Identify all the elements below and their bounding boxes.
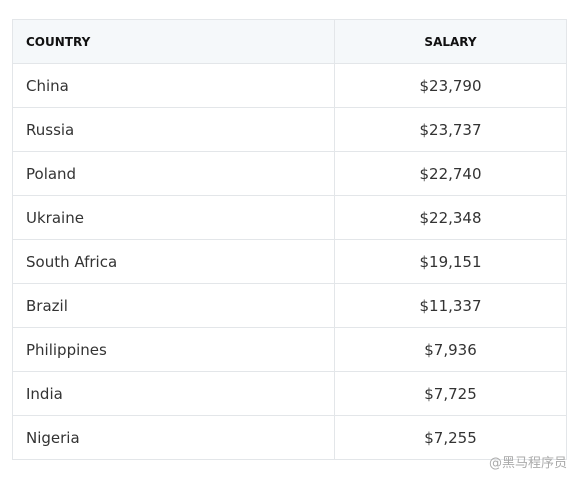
country-cell: Russia xyxy=(12,107,335,152)
country-cell: Brazil xyxy=(12,283,335,328)
table-row: Ukraine $22,348 xyxy=(12,195,567,240)
country-cell: Ukraine xyxy=(12,195,335,240)
country-cell: Nigeria xyxy=(12,415,335,460)
salary-cell: $7,255 xyxy=(334,415,567,460)
salary-cell: $19,151 xyxy=(334,239,567,284)
table-row: Nigeria $7,255 xyxy=(12,415,567,460)
salary-table: COUNTRY SALARY China $23,790 Russia $23,737… xyxy=(12,19,567,460)
table-body: China $23,790 Russia $23,737 Poland $22,740 Uk… xyxy=(12,63,567,460)
header-cell: COUNTRY xyxy=(12,19,335,64)
table-row: Poland $22,740 xyxy=(12,151,567,196)
salary-cell: $23,737 xyxy=(334,107,567,152)
header-cell: SALARY xyxy=(334,19,567,64)
table-row: South Africa $19,151 xyxy=(12,239,567,284)
watermark: @黑马程序员 xyxy=(488,456,567,471)
salary-cell: $23,790 xyxy=(334,63,567,108)
salary-cell: $11,337 xyxy=(334,283,567,328)
country-cell: Philippines xyxy=(12,327,335,372)
country-cell: Poland xyxy=(12,151,335,196)
salary-cell: $22,348 xyxy=(334,195,567,240)
table-header: COUNTRY SALARY xyxy=(12,19,567,64)
country-cell: South Africa xyxy=(12,239,335,284)
header-row: COUNTRY SALARY xyxy=(12,19,567,64)
table-row: India $7,725 xyxy=(12,371,567,416)
country-cell: India xyxy=(12,371,335,416)
salary-cell: $7,725 xyxy=(334,371,567,416)
table-row: Brazil $11,337 xyxy=(12,283,567,328)
salary-cell: $22,740 xyxy=(334,151,567,196)
table-row: Russia $23,737 xyxy=(12,107,567,152)
country-cell: China xyxy=(12,63,335,108)
table-row: Philippines $7,936 xyxy=(12,327,567,372)
table-row: China $23,790 xyxy=(12,63,567,108)
salary-cell: $7,936 xyxy=(334,327,567,372)
